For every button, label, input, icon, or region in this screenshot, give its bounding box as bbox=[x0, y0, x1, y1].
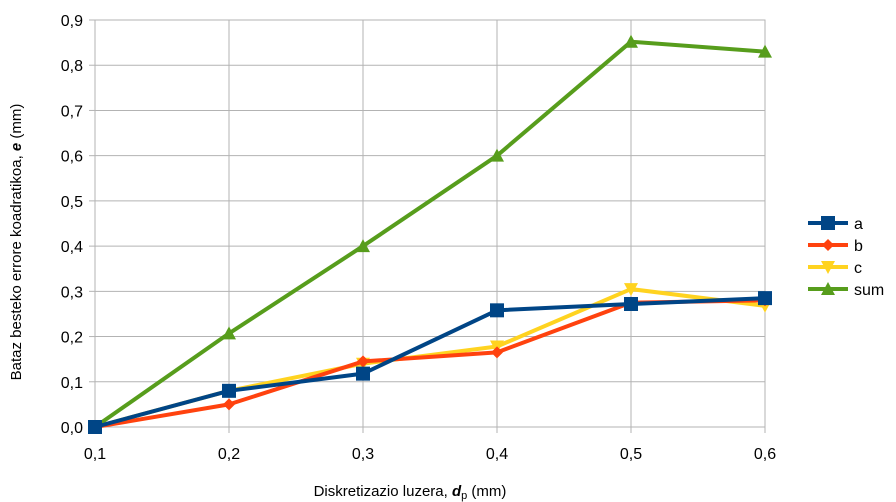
data-point-sum bbox=[222, 326, 236, 340]
y-tick-label: 0,0 bbox=[61, 420, 83, 437]
legend-marker-a bbox=[821, 216, 835, 230]
x-tick-label: 0,2 bbox=[218, 446, 240, 463]
data-point-sum bbox=[356, 239, 370, 253]
x-tick-label: 0,6 bbox=[754, 446, 776, 463]
legend-label-a: a bbox=[854, 216, 863, 233]
data-point-sum bbox=[490, 148, 504, 162]
y-tick-label: 0,4 bbox=[61, 239, 83, 256]
series-group bbox=[88, 34, 772, 434]
legend-item-b: b bbox=[808, 238, 863, 255]
gridlines bbox=[94, 19, 766, 428]
y-tick-label: 0,8 bbox=[61, 58, 83, 75]
data-point-sum bbox=[624, 34, 638, 48]
y-tick-label: 0,7 bbox=[61, 103, 83, 120]
legend: abc sum bbox=[808, 216, 884, 299]
legend-marker-c bbox=[821, 261, 835, 274]
series-line-b bbox=[94, 298, 766, 429]
legend-item-sum: sum bbox=[808, 282, 884, 299]
y-tick-labels: 0,0 0,1 0,2 0,3 0,4 0,5 0,6 0,7 0,8 0,9 bbox=[61, 13, 83, 437]
data-point-b bbox=[223, 398, 235, 411]
y-tick-label: 0,1 bbox=[61, 375, 83, 392]
legend-marker-b bbox=[822, 239, 834, 251]
y-tick-label: 0,9 bbox=[61, 13, 83, 30]
data-point-a bbox=[222, 383, 236, 398]
y-tick-label: 0,3 bbox=[61, 284, 83, 301]
x-tick-label: 0,5 bbox=[620, 446, 642, 463]
legend-label-c: c bbox=[854, 260, 862, 277]
legend-item-c: c bbox=[808, 260, 862, 277]
y-axis-label: Bataz besteko errore koadratikoa, e (mm) bbox=[8, 104, 25, 381]
series-sum bbox=[88, 34, 772, 433]
data-point-a bbox=[490, 303, 504, 318]
x-tick-labels: 0,1 0,2 0,3 0,4 0,5 0,6 bbox=[84, 446, 776, 463]
plot-border bbox=[94, 19, 766, 428]
series-b bbox=[89, 294, 771, 433]
x-tick-label: 0,1 bbox=[84, 446, 106, 463]
series-a bbox=[88, 291, 772, 434]
data-point-a bbox=[624, 296, 638, 311]
data-point-sum bbox=[758, 44, 772, 58]
data-point-b bbox=[357, 355, 369, 368]
y-tick-label: 0,2 bbox=[61, 330, 83, 347]
x-tick-label: 0,4 bbox=[486, 446, 508, 463]
data-point-a bbox=[88, 420, 102, 434]
data-point-a bbox=[758, 291, 772, 306]
series-line-a bbox=[94, 296, 766, 429]
legend-marker-sum bbox=[821, 282, 835, 295]
legend-item-a: a bbox=[808, 216, 863, 233]
data-point-c bbox=[624, 283, 638, 297]
legend-label-b: b bbox=[854, 238, 863, 255]
x-tick-label: 0,3 bbox=[352, 446, 374, 463]
legend-label-sum: sum bbox=[854, 282, 884, 299]
x-axis-label: Diskretizazio luzera, dp (mm) bbox=[314, 483, 507, 502]
y-tick-label: 0,6 bbox=[61, 149, 83, 166]
y-tick-label: 0,5 bbox=[61, 194, 83, 211]
axes bbox=[89, 19, 766, 433]
series-line-sum bbox=[93, 39, 766, 429]
data-point-a bbox=[356, 366, 370, 381]
data-point-b bbox=[491, 346, 503, 359]
